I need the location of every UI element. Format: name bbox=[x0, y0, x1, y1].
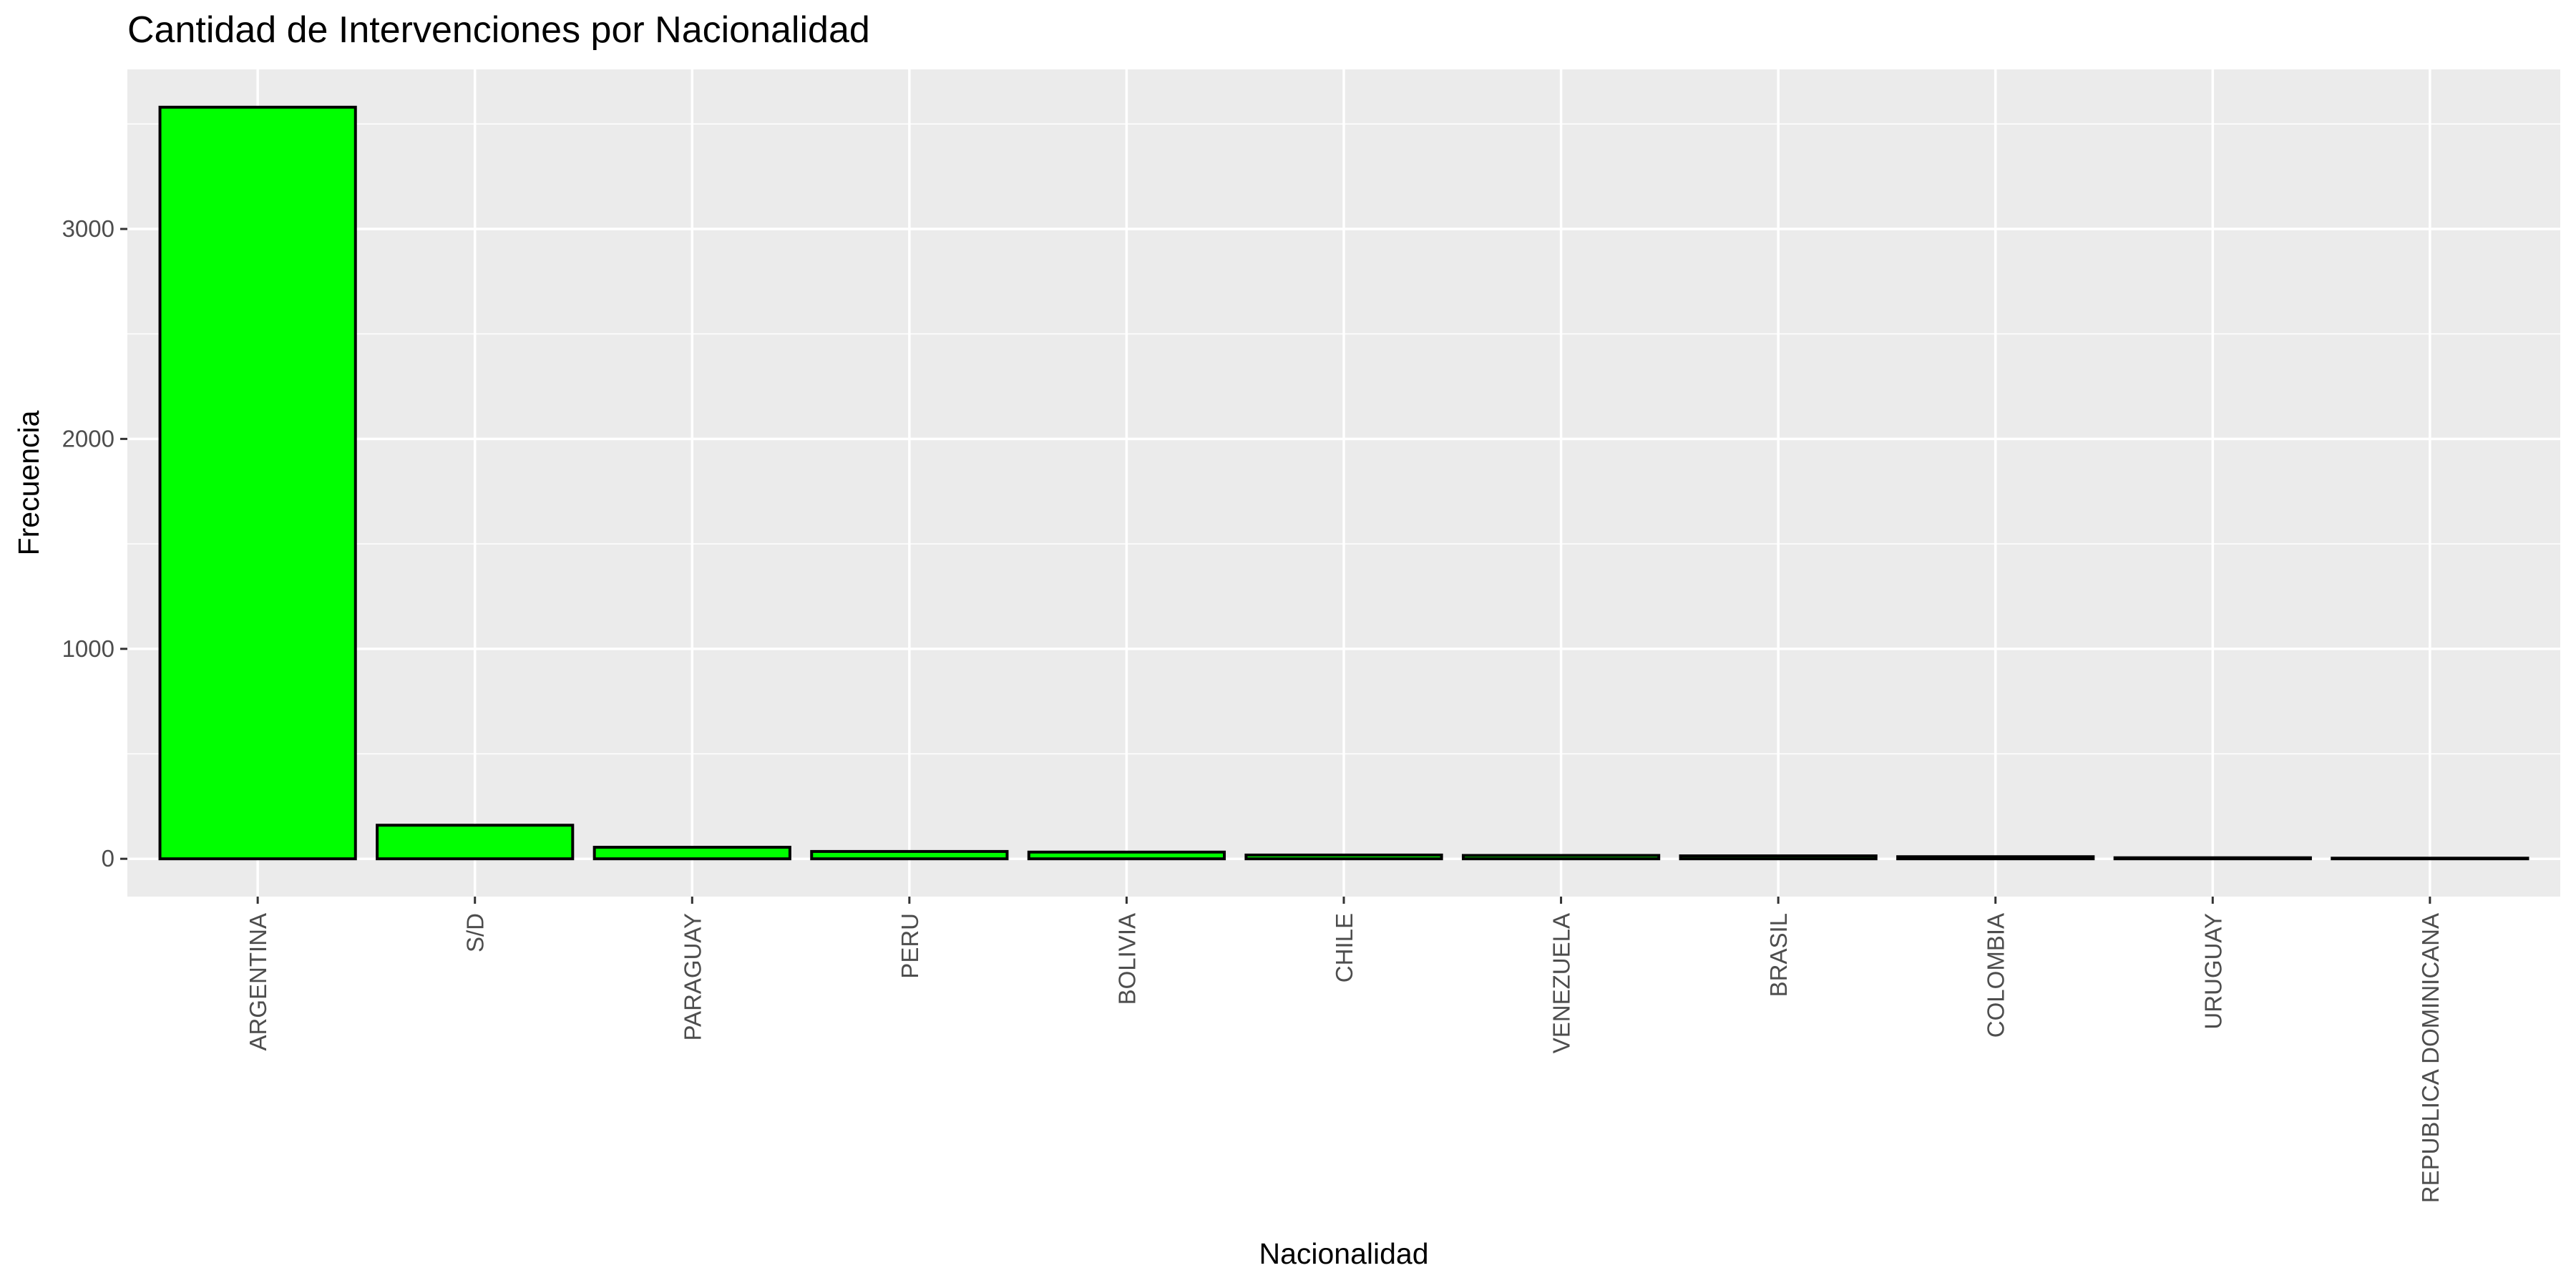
x-tick-label: CHILE bbox=[1331, 913, 1357, 982]
bar-s-d bbox=[376, 824, 575, 861]
bar-bolivia bbox=[1027, 850, 1226, 861]
y-tick-label: 3000 bbox=[62, 215, 114, 242]
chart-title: Cantidad de Intervenciones por Nacionali… bbox=[127, 9, 870, 51]
bar-uruguay bbox=[2113, 856, 2312, 861]
x-tick-label: COLOMBIA bbox=[1983, 913, 2009, 1038]
bar-venezuela bbox=[1461, 854, 1661, 861]
x-tick-label: PARAGUAY bbox=[679, 913, 706, 1041]
bar-peru bbox=[810, 849, 1009, 861]
x-tick-label: URUGUAY bbox=[2200, 913, 2226, 1030]
y-axis-title: Frecuencia bbox=[12, 410, 45, 555]
x-tick-label: BOLIVIA bbox=[1113, 913, 1140, 1005]
x-tick-label: BRASIL bbox=[1765, 913, 1792, 997]
x-tick-label: REPUBLICA DOMINICANA bbox=[2417, 913, 2444, 1203]
bar-argentina bbox=[158, 105, 357, 861]
bar-paraguay bbox=[592, 846, 791, 861]
x-tick-label: S/D bbox=[462, 913, 489, 952]
y-tick-label: 2000 bbox=[62, 425, 114, 452]
y-tick-label: 0 bbox=[102, 845, 114, 872]
bar-colombia bbox=[1896, 855, 2095, 861]
bar-brasil bbox=[1679, 854, 1878, 861]
bars bbox=[158, 105, 2529, 861]
bar-chile bbox=[1244, 853, 1443, 861]
x-axis: ARGENTINA S/D PARAGUAY PERU BOLIVIA CHILE VENE… bbox=[245, 897, 2444, 1203]
bar-republica-dominicana bbox=[2331, 857, 2529, 861]
x-tick-label: VENEZUELA bbox=[1548, 913, 1575, 1053]
y-tick-label: 1000 bbox=[62, 635, 114, 662]
x-axis-title: Nacionalidad bbox=[1259, 1237, 1428, 1270]
x-tick-label: ARGENTINA bbox=[245, 913, 271, 1051]
y-axis: 0 1000 2000 3000 bbox=[62, 215, 127, 872]
x-tick-label: PERU bbox=[897, 913, 923, 979]
